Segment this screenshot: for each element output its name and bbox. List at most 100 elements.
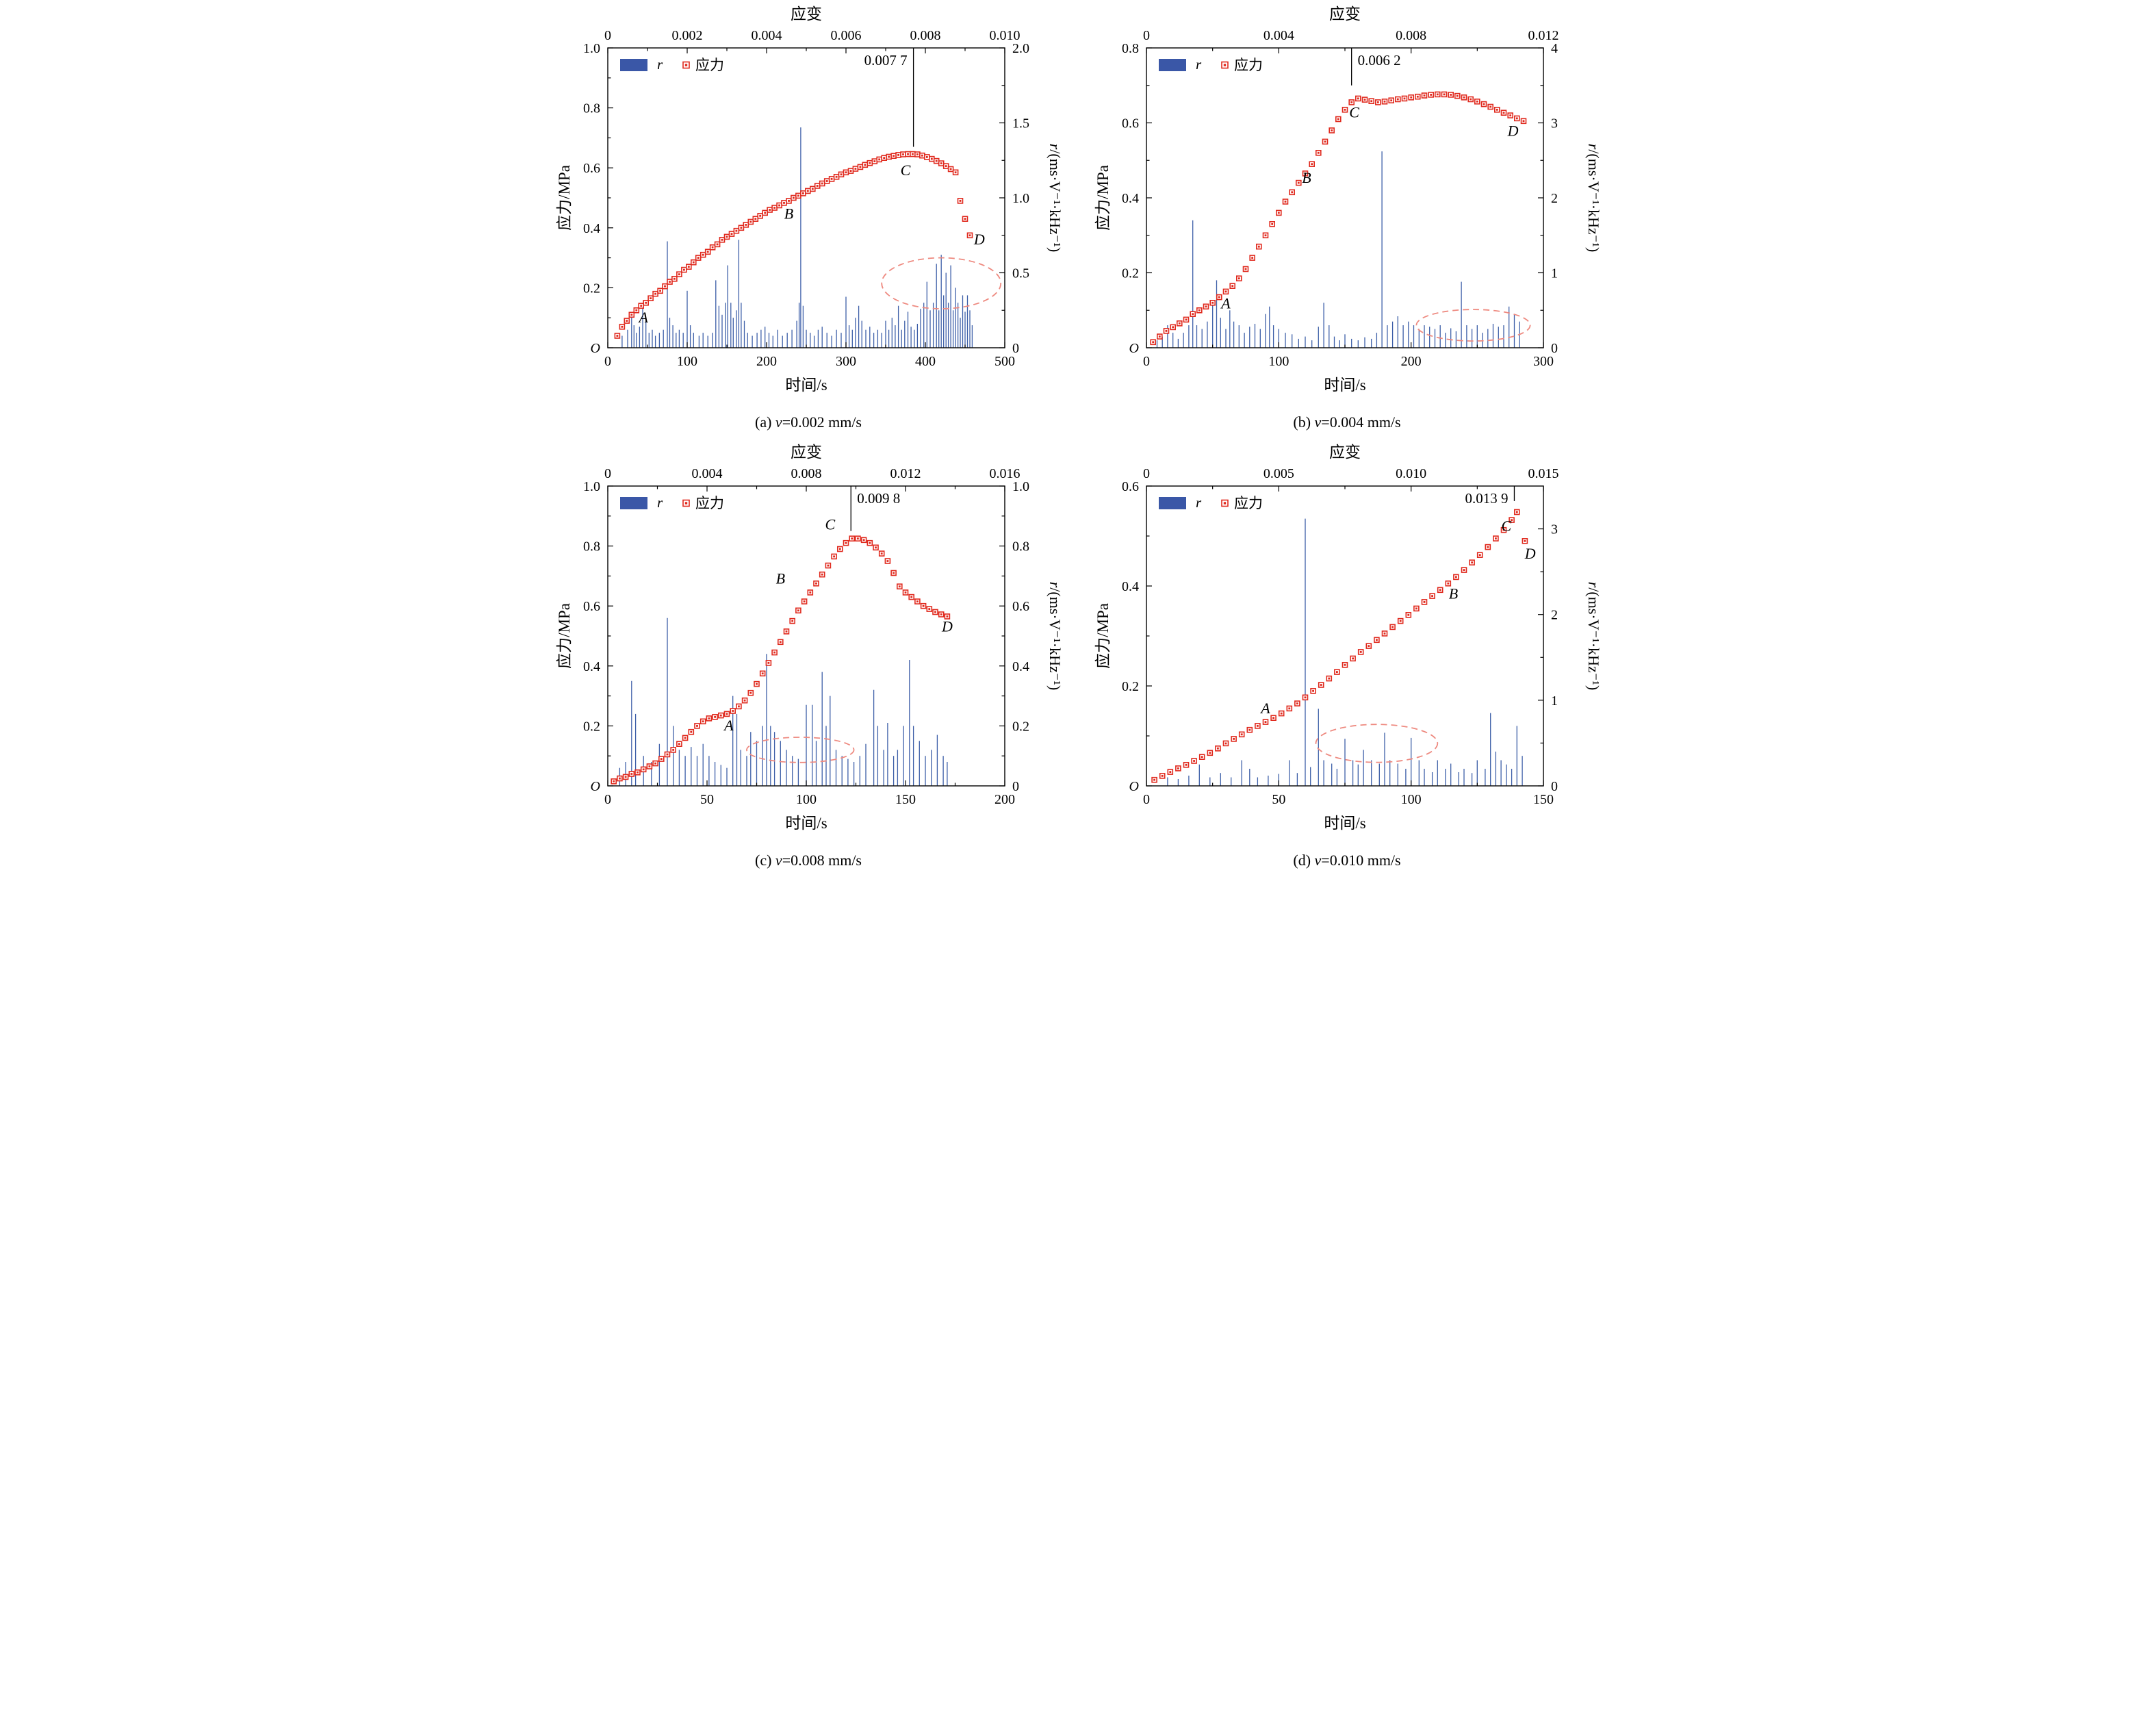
svg-text:O: O bbox=[591, 341, 600, 356]
caption-prefix: (a) bbox=[755, 413, 775, 431]
svg-text:100: 100 bbox=[677, 354, 697, 369]
svg-text:0.8: 0.8 bbox=[1122, 41, 1139, 56]
svg-text:A: A bbox=[1220, 295, 1231, 312]
caption-prefix: (d) bbox=[1293, 852, 1315, 869]
legend-r-label: r bbox=[657, 494, 663, 511]
svg-text:0.004: 0.004 bbox=[692, 466, 723, 481]
svg-text:1.0: 1.0 bbox=[1012, 479, 1029, 494]
svg-text:O: O bbox=[1129, 779, 1139, 794]
svg-text:B: B bbox=[1449, 585, 1458, 602]
x-axis-title: 时间/s bbox=[785, 377, 827, 394]
svg-text:0.008: 0.008 bbox=[1396, 28, 1426, 43]
svg-text:0: 0 bbox=[1551, 779, 1558, 794]
chart-panel-c: 0.009 8 0 50 100 150 200 0 0.004 0.008 0.012 0.016… bbox=[539, 438, 1078, 876]
highlight-ellipse bbox=[746, 737, 855, 763]
stress-series bbox=[1151, 509, 1528, 783]
ticks bbox=[607, 47, 1005, 348]
svg-text:0.6: 0.6 bbox=[1012, 599, 1029, 614]
svg-text:0.010: 0.010 bbox=[990, 28, 1021, 43]
ticks bbox=[607, 485, 1005, 787]
svg-text:2.0: 2.0 bbox=[1012, 41, 1029, 56]
legend-r-label: r bbox=[657, 56, 663, 73]
chart-d-caption: (d) v=0.010 mm/s bbox=[1293, 852, 1400, 869]
stress-series bbox=[614, 151, 973, 339]
svg-text:0.002: 0.002 bbox=[672, 28, 703, 43]
svg-text:50: 50 bbox=[1272, 792, 1285, 807]
legend-stress-label: 应力 bbox=[1234, 495, 1263, 511]
svg-text:0: 0 bbox=[1143, 28, 1150, 43]
svg-text:0.006: 0.006 bbox=[831, 28, 862, 43]
r-bars-layer bbox=[621, 127, 973, 348]
svg-text:C: C bbox=[901, 162, 911, 179]
svg-text:0.4: 0.4 bbox=[1122, 191, 1139, 206]
svg-text:O: O bbox=[591, 779, 600, 794]
svg-text:0: 0 bbox=[604, 792, 611, 807]
svg-text:0.4: 0.4 bbox=[1122, 579, 1139, 594]
svg-text:0: 0 bbox=[1012, 341, 1019, 356]
legend-r-swatch bbox=[1159, 497, 1186, 509]
svg-text:0.6: 0.6 bbox=[1122, 116, 1139, 131]
svg-text:D: D bbox=[1524, 545, 1536, 562]
svg-text:0: 0 bbox=[1143, 792, 1150, 807]
r-bars-layer bbox=[1156, 151, 1520, 348]
svg-text:0.2: 0.2 bbox=[1122, 679, 1139, 694]
highlight-ellipse bbox=[1315, 724, 1439, 763]
svg-text:0.010: 0.010 bbox=[1396, 466, 1426, 481]
svg-text:50: 50 bbox=[700, 792, 714, 807]
svg-text:0.6: 0.6 bbox=[583, 599, 600, 614]
x-axis-title: 时间/s bbox=[1324, 377, 1365, 394]
r-bars-layer bbox=[619, 617, 948, 786]
top-axis-title: 应变 bbox=[791, 444, 822, 461]
svg-text:0.016: 0.016 bbox=[990, 466, 1021, 481]
svg-text:0.005: 0.005 bbox=[1263, 466, 1294, 481]
svg-text:C: C bbox=[1349, 103, 1359, 120]
legend-stress-label: 应力 bbox=[695, 495, 724, 511]
svg-text:A: A bbox=[637, 309, 648, 326]
chart-c-caption: (c) v=0.008 mm/s bbox=[755, 852, 862, 869]
legend: r 应力 bbox=[1159, 56, 1263, 73]
svg-text:0.004: 0.004 bbox=[752, 28, 782, 43]
svg-text:A: A bbox=[1259, 700, 1270, 717]
caption-rest: =0.010 mm/s bbox=[1321, 852, 1401, 869]
chart-panel-b: 0.006 2 0 100 200 300 0 0.004 0.008 0.012 O 0.2 0.4… bbox=[1078, 0, 1617, 438]
svg-text:D: D bbox=[973, 231, 985, 248]
svg-text:0.4: 0.4 bbox=[583, 221, 600, 236]
svg-text:1: 1 bbox=[1551, 266, 1558, 281]
plot-frame bbox=[1146, 47, 1544, 348]
left-axis-title: 应力/MPa bbox=[556, 603, 573, 669]
svg-text:D: D bbox=[1507, 123, 1519, 140]
caption-var: v bbox=[775, 413, 782, 431]
svg-text:C: C bbox=[825, 516, 835, 533]
caption-var: v bbox=[775, 852, 782, 869]
svg-text:100: 100 bbox=[1401, 792, 1422, 807]
svg-text:200: 200 bbox=[756, 354, 777, 369]
svg-text:0.2: 0.2 bbox=[1012, 719, 1029, 734]
svg-text:B: B bbox=[784, 205, 793, 222]
top-axis-title: 应变 bbox=[1329, 444, 1361, 461]
svg-text:0.008: 0.008 bbox=[791, 466, 822, 481]
legend-r-label: r bbox=[1196, 494, 1202, 511]
svg-text:1.0: 1.0 bbox=[583, 479, 600, 494]
svg-text:B: B bbox=[776, 570, 785, 587]
top-axis-title: 应变 bbox=[791, 5, 822, 23]
svg-text:3: 3 bbox=[1551, 116, 1558, 131]
right-axis-title: r/(ms·V⁻¹·kHz⁻¹) bbox=[1585, 582, 1602, 691]
top-axis-title: 应变 bbox=[1329, 5, 1361, 23]
svg-text:0: 0 bbox=[604, 28, 611, 43]
svg-text:A: A bbox=[723, 717, 734, 734]
stress-series bbox=[1150, 91, 1527, 346]
svg-text:2: 2 bbox=[1551, 191, 1558, 206]
svg-text:0: 0 bbox=[1551, 341, 1558, 356]
legend-stress-label: 应力 bbox=[1234, 57, 1263, 73]
svg-text:0.4: 0.4 bbox=[1012, 659, 1029, 674]
